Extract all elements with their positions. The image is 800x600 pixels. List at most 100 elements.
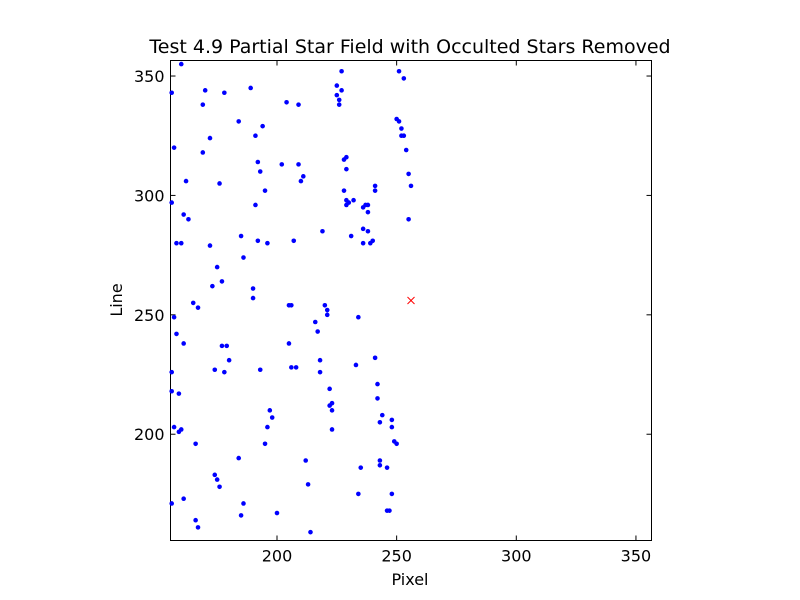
- star-point: [248, 85, 253, 91]
- star-point: [193, 441, 198, 447]
- star-point: [207, 243, 213, 248]
- star-point: [219, 279, 225, 284]
- star-point: [212, 472, 218, 478]
- star-point: [356, 314, 361, 320]
- star-point: [377, 458, 383, 463]
- star-point: [174, 331, 179, 337]
- star-point: [375, 396, 380, 401]
- star-point: [403, 147, 409, 153]
- star-point: [372, 188, 378, 193]
- star-point: [344, 154, 349, 160]
- star-point: [334, 92, 340, 98]
- star-point: [178, 427, 184, 432]
- star-point: [253, 202, 258, 208]
- star-point: [186, 217, 191, 222]
- star-point: [212, 367, 218, 373]
- center-marker-stroke: [407, 296, 415, 305]
- star-point: [260, 123, 265, 129]
- star-point: [339, 68, 344, 74]
- star-point: [190, 300, 196, 306]
- star-point: [250, 295, 256, 301]
- star-point: [312, 319, 318, 325]
- y-tick-label: 300: [134, 186, 165, 205]
- x-axis-label: Pixel: [391, 570, 428, 589]
- star-point: [269, 415, 275, 420]
- star-point: [305, 482, 311, 487]
- star-point: [181, 341, 186, 346]
- star-point: [200, 102, 206, 107]
- star-point: [372, 183, 378, 189]
- star-point: [291, 238, 297, 244]
- star-point: [169, 90, 174, 96]
- x-tick-label: 200: [262, 547, 293, 566]
- star-point: [370, 238, 376, 244]
- star-point: [401, 76, 407, 81]
- star-point: [329, 400, 335, 406]
- star-point: [238, 513, 244, 518]
- star-point: [169, 388, 174, 394]
- x-tick-label: 300: [501, 547, 532, 566]
- star-point: [279, 162, 285, 167]
- star-point: [257, 169, 263, 174]
- star-point: [222, 369, 227, 375]
- star-point: [341, 188, 347, 193]
- star-point: [356, 491, 361, 497]
- star-point: [293, 365, 299, 370]
- star-point: [181, 496, 186, 502]
- star-point: [372, 355, 378, 361]
- star-point: [401, 133, 407, 139]
- star-point: [267, 408, 273, 413]
- star-point: [255, 159, 261, 165]
- star-point: [200, 150, 206, 155]
- star-point: [348, 233, 354, 239]
- star-point: [308, 529, 313, 535]
- star-point: [320, 228, 325, 234]
- star-point: [202, 88, 208, 93]
- star-point: [207, 135, 213, 141]
- star-point: [284, 99, 289, 105]
- star-point: [365, 209, 371, 215]
- star-point: [241, 501, 246, 506]
- star-point: [406, 171, 411, 177]
- star-point: [178, 61, 184, 67]
- star-point: [315, 329, 320, 334]
- star-point: [210, 283, 215, 289]
- star-point: [217, 484, 222, 490]
- star-point: [262, 441, 268, 447]
- star-point: [222, 90, 227, 96]
- star-point: [353, 362, 359, 368]
- star-point: [214, 264, 220, 270]
- star-point: [396, 119, 402, 124]
- x-tick-label: 350: [621, 547, 652, 566]
- star-point: [360, 240, 366, 246]
- star-point: [250, 286, 256, 291]
- star-point: [286, 341, 292, 346]
- star-point: [384, 465, 390, 470]
- star-point: [365, 228, 371, 234]
- star-point: [176, 391, 182, 396]
- star-point: [241, 255, 246, 260]
- star-point: [296, 102, 301, 107]
- star-point: [329, 408, 335, 413]
- ticks: 200 250 300 350 200 250 300 350: [134, 60, 652, 566]
- star-point: [236, 119, 242, 124]
- star-point: [334, 83, 340, 88]
- star-point: [171, 145, 177, 150]
- star-point: [171, 314, 177, 320]
- star-point: [178, 240, 184, 246]
- star-point: [389, 424, 395, 430]
- star-point: [339, 88, 344, 93]
- star-point: [324, 307, 330, 313]
- star-point: [301, 174, 306, 179]
- star-point: [238, 233, 244, 239]
- star-point: [226, 357, 232, 363]
- star-point: [394, 441, 399, 447]
- chart-title: Test 4.9 Partial Star Field with Occulte…: [148, 36, 670, 58]
- star-point: [169, 501, 174, 506]
- star-point: [289, 302, 294, 308]
- star-point: [408, 183, 414, 189]
- star-point: [336, 97, 342, 103]
- star-point: [296, 162, 301, 167]
- star-point: [193, 517, 198, 523]
- star-point: [322, 302, 328, 308]
